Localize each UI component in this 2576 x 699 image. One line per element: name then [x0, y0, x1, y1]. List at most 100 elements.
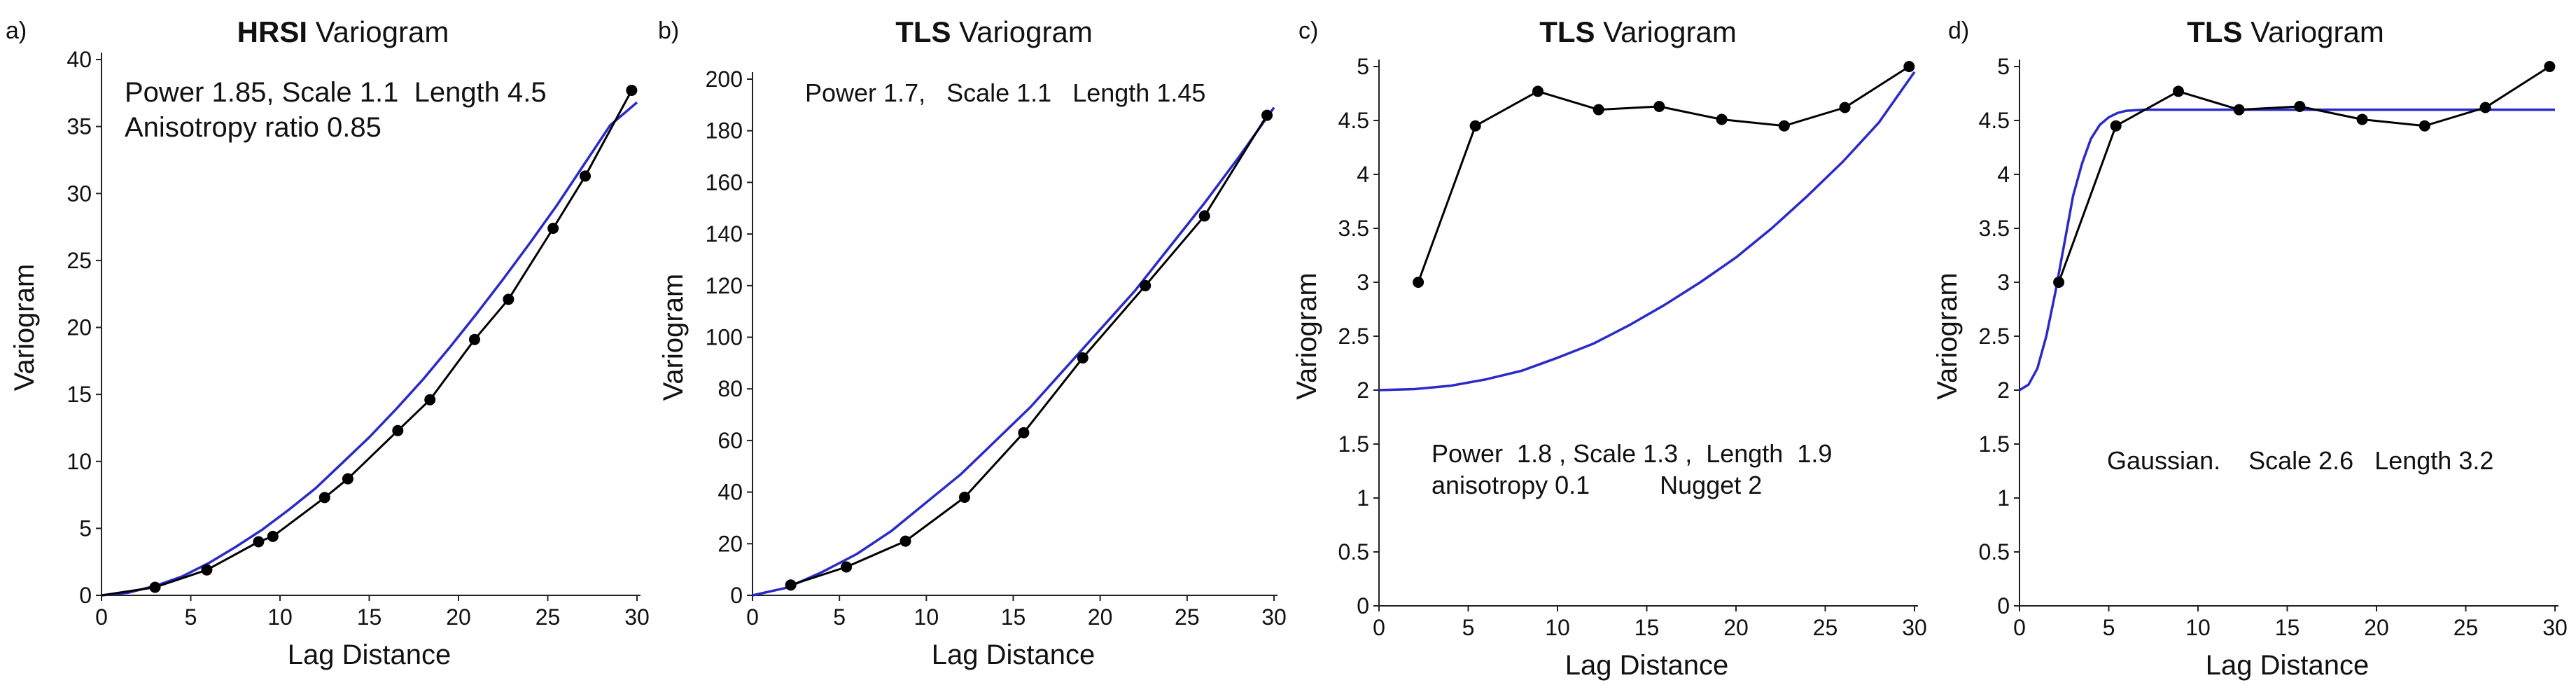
empirical-point — [392, 424, 404, 436]
y-tick-label: 0.5 — [1338, 539, 1369, 565]
empirical-point — [468, 333, 480, 345]
x-axis-title: Lag Distance — [288, 639, 451, 670]
empirical-point — [2233, 104, 2245, 116]
empirical-line — [2057, 65, 2551, 283]
empirical-point — [2544, 61, 2556, 72]
y-tick-label: 5 — [1357, 54, 1369, 79]
y-tick-label: 4.5 — [1338, 108, 1369, 133]
panel-title: TLS Variogram — [1539, 15, 1737, 48]
empirical-point — [2294, 100, 2306, 112]
x-tick-label: 10 — [914, 604, 939, 630]
panel-letter: b) — [658, 18, 679, 44]
panel-title-bold: TLS — [895, 15, 951, 48]
empirical-point — [1839, 102, 1851, 113]
y-tick-label: 140 — [706, 221, 743, 247]
empirical-point — [1778, 120, 1790, 132]
empirical-point — [2479, 102, 2491, 113]
x-tick-label: 5 — [1462, 615, 1475, 640]
x-tick-label: 25 — [1813, 615, 1838, 640]
panel-title: HRSI Variogram — [237, 15, 449, 48]
y-tick-label: 160 — [706, 169, 743, 195]
empirical-point — [503, 293, 514, 305]
y-tick-label: 60 — [718, 428, 743, 453]
panel-title-bold: TLS — [2187, 15, 2242, 48]
x-tick-label: 10 — [1545, 615, 1570, 640]
y-axis-title: Variogram — [658, 274, 689, 401]
panel-letter: d) — [1948, 18, 1969, 44]
x-tick-label: 15 — [1634, 615, 1660, 640]
x-tick-label: 0 — [1373, 615, 1385, 640]
y-tick-label: 1.5 — [1979, 431, 2010, 457]
x-tick-label: 20 — [2364, 615, 2389, 640]
empirical-point — [342, 473, 354, 485]
x-tick-label: 20 — [446, 604, 471, 630]
panel-letter: c) — [1298, 18, 1318, 44]
panel-title: TLS Variogram — [895, 15, 1093, 48]
empirical-point — [253, 536, 265, 548]
y-tick-label: 1 — [1357, 485, 1369, 511]
x-tick-label: 0 — [95, 604, 108, 630]
fit-annotation: Anisotropy ratio 0.85 — [125, 112, 382, 143]
y-tick-label: 0 — [1997, 593, 2010, 618]
empirical-point — [267, 530, 279, 542]
empirical-point — [1018, 427, 1030, 438]
x-tick-label: 30 — [2542, 615, 2568, 640]
empirical-point — [1469, 120, 1481, 132]
empirical-point — [547, 222, 559, 234]
y-tick-label: 2.5 — [1338, 324, 1369, 349]
panel-title-rest: Variogram — [307, 15, 449, 48]
empirical-point — [1653, 100, 1665, 112]
y-tick-label: 3 — [1357, 270, 1369, 295]
empirical-line — [101, 90, 633, 597]
y-tick-label: 4 — [1357, 162, 1369, 187]
y-tick-label: 30 — [66, 181, 92, 206]
empirical-point — [1198, 210, 1210, 222]
x-tick-label: 20 — [1723, 615, 1749, 640]
y-tick-label: 25 — [66, 248, 92, 273]
y-tick-label: 5 — [79, 515, 92, 541]
y-tick-label: 35 — [66, 114, 92, 139]
empirical-point — [958, 491, 970, 503]
x-tick-label: 30 — [1261, 604, 1287, 630]
y-tick-label: 0 — [1357, 593, 1369, 618]
x-tick-label: 25 — [1175, 604, 1200, 630]
empirical-line — [1417, 65, 1910, 283]
empirical-point — [1413, 277, 1424, 288]
empirical-point — [2172, 85, 2184, 97]
x-tick-label: 25 — [536, 604, 561, 630]
y-tick-label: 20 — [718, 531, 743, 556]
empirical-point — [1716, 113, 1728, 125]
model-curve — [101, 101, 638, 597]
empirical-point — [201, 564, 213, 576]
empirical-point — [580, 170, 592, 182]
x-tick-label: 0 — [746, 604, 759, 630]
x-tick-label: 5 — [185, 604, 197, 630]
y-tick-label: 1 — [1997, 485, 2010, 511]
empirical-point — [1077, 352, 1088, 364]
empirical-point — [1140, 279, 1152, 291]
empirical-point — [1592, 104, 1604, 116]
fit-annotation: Power 1.85, Scale 1.1 Length 4.5 — [125, 77, 547, 108]
panel-title-rest: Variogram — [1595, 15, 1737, 48]
empirical-point — [2418, 120, 2430, 132]
x-tick-label: 5 — [2103, 615, 2115, 640]
empirical-point — [841, 561, 853, 573]
panel-letter: a) — [6, 18, 27, 44]
y-tick-label: 0 — [730, 583, 743, 608]
panel-1: a) HRSI Variogram 0 5 10 15 20 25 30 35 40 0 5 10 15 20… — [6, 15, 650, 670]
empirical-point — [1261, 109, 1273, 121]
panel-3: c) TLS Variogram 0 0.5 1 1.5 2 2.5 3 3.5 4 4.5 5 0 5 10… — [1292, 15, 1927, 681]
y-tick-label: 10 — [66, 449, 92, 474]
y-tick-label: 3.5 — [1979, 216, 2010, 241]
x-axis-title: Lag Distance — [2206, 650, 2369, 681]
x-tick-label: 0 — [2013, 615, 2026, 640]
panel-title-bold: TLS — [1539, 15, 1595, 48]
y-tick-label: 40 — [718, 480, 743, 505]
empirical-point — [149, 581, 161, 593]
fit-annotation: Gaussian. Scale 2.6 Length 3.2 — [2107, 446, 2493, 475]
empirical-point — [318, 492, 330, 504]
x-tick-label: 20 — [1088, 604, 1113, 630]
empirical-point — [899, 535, 911, 547]
y-tick-label: 3 — [1997, 270, 2010, 295]
